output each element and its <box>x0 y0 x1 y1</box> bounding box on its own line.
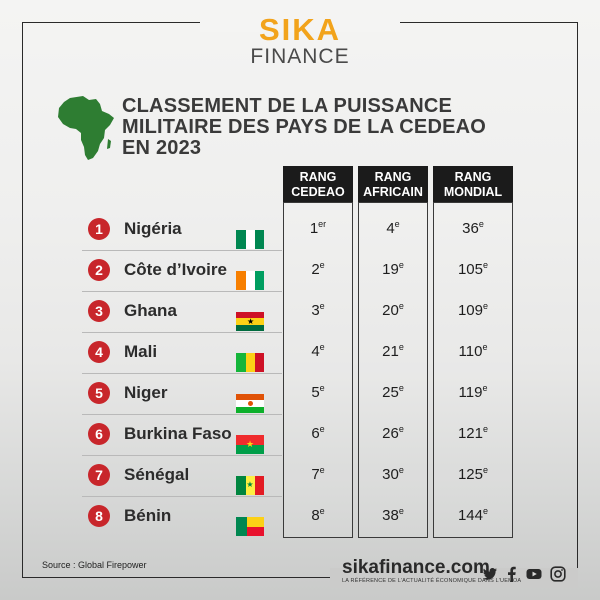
brand-line1: SIKA <box>258 12 342 47</box>
rank-badge: 1 <box>88 218 110 240</box>
youtube-icon[interactable] <box>526 566 542 582</box>
column-header-line1: RANG <box>299 170 337 184</box>
column-header-mondial: RANG MONDIAL <box>433 166 513 202</box>
row-separator <box>82 332 282 333</box>
rank-badge: 3 <box>88 300 110 322</box>
row-separator <box>82 414 282 415</box>
column-header-cedeao: RANG CEDEAO <box>283 166 353 202</box>
rank-cedeao: 8e <box>311 506 325 525</box>
rank-cedeao: 5e <box>311 383 325 402</box>
site-tagline: LA RÉFÉRENCE DE L’ACTUALITÉ ÉCONOMIQUE D… <box>342 578 522 584</box>
column-header-africain: RANG AFRICAIN <box>358 166 428 202</box>
rank-mondial: 109e <box>457 301 489 320</box>
nigeria-flag-icon <box>236 230 264 249</box>
page-title: CLASSEMENT DE LA PUISSANCE MILITAIRE DES… <box>122 96 542 159</box>
column-box-africain <box>358 202 428 538</box>
rank-cedeao: 4e <box>311 342 325 361</box>
rank-africain: 4e <box>386 219 400 238</box>
country-name: Côte d’Ivoire <box>124 260 227 279</box>
country-name: Niger <box>124 383 168 402</box>
rank-cedeao: 3e <box>311 301 325 320</box>
row-separator <box>82 373 282 374</box>
title-line-2: MILITAIRE DES PAYS DE LA CEDEAO <box>122 116 487 138</box>
rank-africain: 30e <box>382 465 404 484</box>
row-separator <box>82 250 282 251</box>
country-name: Mali <box>124 342 158 361</box>
ghana-flag-icon: ★ <box>236 312 264 331</box>
brand-line2: FINANCE <box>250 45 350 68</box>
rank-cedeao: 6e <box>311 424 325 443</box>
row-separator <box>82 291 282 292</box>
rank-africain: 38e <box>382 506 404 525</box>
rank-mondial: 121e <box>457 424 489 443</box>
facebook-icon[interactable] <box>504 566 520 582</box>
site-link[interactable]: sikafinance.com <box>342 557 490 578</box>
rank-cedeao: 2e <box>311 260 325 279</box>
frame-gap-top <box>200 14 400 32</box>
rank-africain: 19e <box>382 260 404 279</box>
country-name: Burkina Faso <box>124 424 232 443</box>
africa-map-icon <box>58 96 114 160</box>
country-name: Nigéria <box>124 219 182 238</box>
rank-badge: 7 <box>88 464 110 486</box>
rank-mondial: 144e <box>457 506 489 525</box>
brand-logo: SIKA FINANCE <box>0 14 600 68</box>
rank-mondial: 125e <box>457 465 489 484</box>
rank-cedeao: 7e <box>311 465 325 484</box>
benin-flag-icon <box>236 517 264 536</box>
country-name: Ghana <box>124 301 177 320</box>
rank-badge: 4 <box>88 341 110 363</box>
twitter-icon[interactable] <box>482 566 498 582</box>
rank-mondial: 119e <box>458 383 488 402</box>
burkina-faso-flag-icon: ★ <box>236 435 264 454</box>
rank-cedeao: 1er <box>309 219 327 238</box>
rank-africain: 21e <box>382 342 404 361</box>
title-line-1: CLASSEMENT DE LA PUISSANCE <box>122 95 453 117</box>
column-header-line1: RANG <box>374 170 412 184</box>
rank-africain: 20e <box>382 301 404 320</box>
country-name: Bénin <box>124 506 172 525</box>
rank-mondial: 36e <box>462 219 484 238</box>
country-name: Sénégal <box>124 465 190 484</box>
rank-badge: 2 <box>88 259 110 281</box>
rank-mondial: 110e <box>458 342 488 361</box>
senegal-flag-icon: ★ <box>236 476 264 495</box>
niger-flag-icon <box>236 394 264 413</box>
rank-africain: 26e <box>382 424 404 443</box>
row-separator <box>82 496 282 497</box>
mali-flag-icon <box>236 353 264 372</box>
column-header-line1: RANG <box>454 170 492 184</box>
frame-gap-bottom <box>330 568 578 588</box>
column-header-line2: MONDIAL <box>443 185 503 199</box>
column-box-mondial <box>433 202 513 538</box>
instagram-icon[interactable] <box>550 566 566 582</box>
column-header-line2: CEDEAO <box>291 185 345 199</box>
cote-divoire-flag-icon <box>236 271 264 290</box>
rank-badge: 6 <box>88 423 110 445</box>
column-header-line2: AFRICAIN <box>363 185 423 199</box>
rank-africain: 25e <box>382 383 404 402</box>
rank-badge: 8 <box>88 505 110 527</box>
source-note: Source : Global Firepower <box>42 560 147 570</box>
column-box-cedeao <box>283 202 353 538</box>
rank-badge: 5 <box>88 382 110 404</box>
title-line-3: EN 2023 <box>122 137 202 159</box>
rank-mondial: 105e <box>457 260 489 279</box>
row-separator <box>82 455 282 456</box>
